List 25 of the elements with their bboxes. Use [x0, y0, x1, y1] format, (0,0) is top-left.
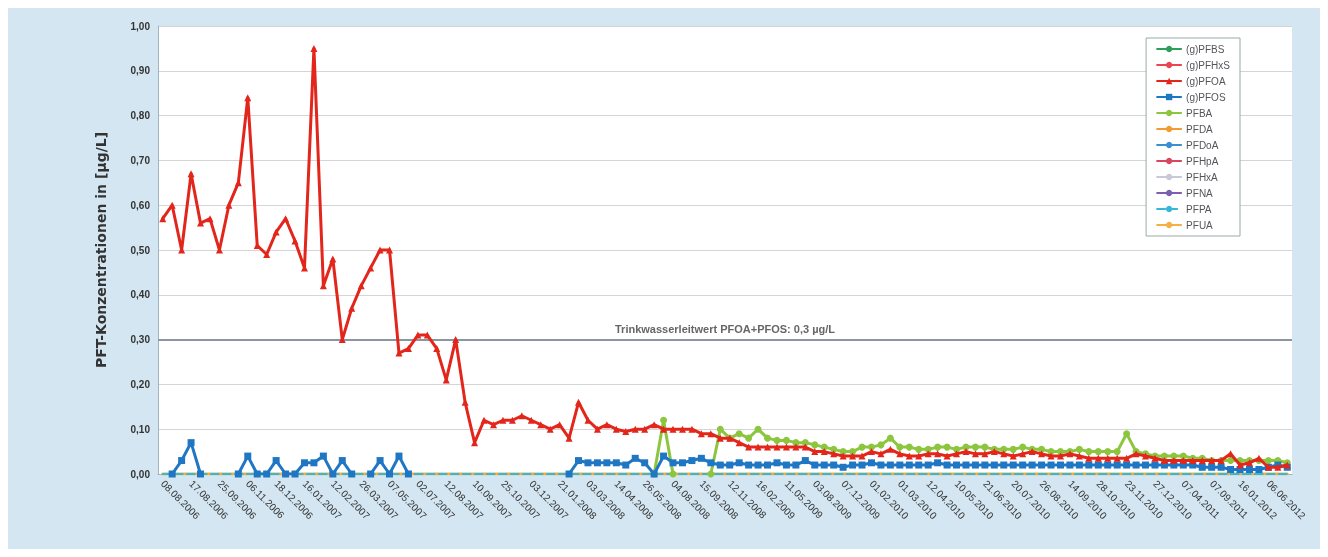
y-tick-label: 1,00 [130, 20, 151, 32]
legend-label: PFDA [1186, 123, 1214, 135]
y-tick-label: 0,20 [130, 378, 151, 390]
legend-label: PFNA [1186, 187, 1214, 199]
legend-label: PFDoA [1186, 139, 1219, 151]
ref-line-label: Trinkwasserleitwert PFOA+PFOS: 0,3 µg/L [615, 323, 836, 336]
y-tick-label: 0,80 [130, 110, 151, 122]
legend-label: PFBA [1186, 107, 1213, 119]
legend-label: (g)PFBS [1186, 43, 1225, 55]
y-tick-label: 0,60 [130, 199, 151, 211]
legend-label: (g)PFHxS [1186, 59, 1231, 71]
legend-label: PFHxA [1186, 171, 1219, 183]
legend-label: PFPA [1186, 203, 1212, 215]
y-tick-label: 0,30 [130, 334, 151, 346]
y-tick-label: 0,00 [130, 468, 151, 480]
y-axis-title: PFT-Konzentrationen in [µg/L] [93, 131, 109, 369]
y-tick-label: 0,40 [130, 289, 151, 301]
legend-label: (g)PFOA [1186, 75, 1226, 87]
legend-label: (g)PFOS [1186, 91, 1226, 103]
legend-label: PFHpA [1186, 155, 1219, 167]
y-tick-label: 0,90 [130, 65, 151, 77]
legend-label: PFUA [1186, 219, 1214, 231]
y-tick-label: 0,10 [130, 423, 151, 435]
y-tick-label: 0,50 [130, 244, 151, 256]
y-tick-label: 0,70 [130, 154, 151, 166]
